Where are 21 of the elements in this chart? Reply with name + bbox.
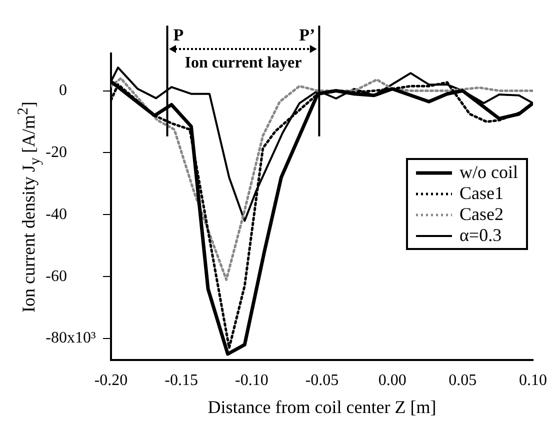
x-tick-label: 0.10: [519, 372, 547, 390]
x-tick-label: 0.05: [448, 372, 477, 390]
y-tick-label: -40: [46, 206, 67, 223]
y-tick-label: -20: [46, 144, 67, 161]
y-tick-label: -60: [46, 268, 67, 285]
x-tick-label: 0.00: [378, 372, 406, 390]
y-tick-label: -80: [46, 330, 67, 347]
legend-label: α=0.3: [460, 225, 502, 246]
y-tick-label: 0: [59, 82, 67, 99]
ref-line-label: P: [173, 25, 184, 44]
x-tick-label: -0.10: [235, 372, 268, 390]
x-tick-label: -0.15: [164, 372, 198, 390]
x-tick-label: -0.20: [94, 372, 128, 390]
legend-label: Case2: [460, 204, 504, 225]
text: x10³: [67, 330, 96, 347]
x-tick-label: -0.05: [305, 372, 339, 390]
legend-label: w/o coil: [460, 162, 518, 183]
legend-label: Case1: [460, 183, 504, 204]
x-axis-title: Distance from coil center Z [m]: [208, 396, 436, 417]
annotation: Ion current layer: [184, 54, 302, 72]
ref-line-label: P’: [299, 25, 316, 44]
